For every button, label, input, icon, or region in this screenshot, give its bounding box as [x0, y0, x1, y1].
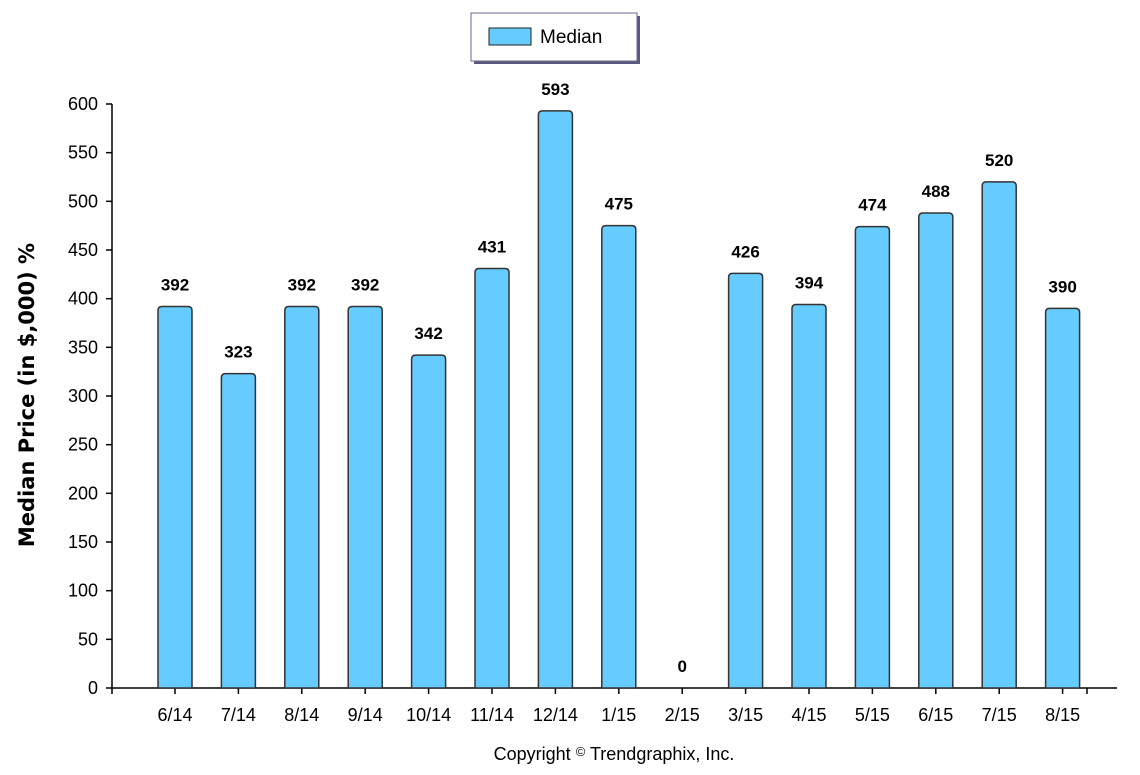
- bar: [537, 110, 574, 689]
- x-tick-label: 6/15: [918, 705, 953, 725]
- copyright-owner: Trendgraphix, Inc.: [590, 744, 734, 764]
- bar: [474, 267, 510, 689]
- data-label: 323: [224, 343, 252, 362]
- x-tick-label: 6/14: [157, 705, 192, 725]
- bar: [347, 305, 383, 689]
- y-axis-title: Median Price (in $,000) %: [15, 243, 39, 547]
- bar: [918, 212, 954, 689]
- x-tick-label: 4/15: [791, 705, 826, 725]
- x-tick-label: 5/15: [855, 705, 890, 725]
- copyright-prefix: Copyright: [494, 744, 571, 764]
- bar: [727, 272, 764, 689]
- bar: [601, 224, 637, 689]
- x-tick-label: 2/15: [665, 705, 700, 725]
- data-label: 390: [1048, 277, 1076, 296]
- legend-swatch: [488, 27, 532, 46]
- data-label: 593: [541, 80, 569, 99]
- x-ticks: 6/14 7/14 8/14 9/14 10/14 11/14 12/14 1/15 2/15 3…: [111, 688, 1088, 725]
- data-label: 392: [161, 275, 189, 294]
- x-tick-label: 8/14: [284, 705, 319, 725]
- y-tick-label: 200: [68, 483, 98, 503]
- data-label: 392: [351, 275, 379, 294]
- y-tick-label: 100: [68, 581, 98, 601]
- data-label: 0: [677, 657, 686, 676]
- bar: [1044, 307, 1081, 689]
- bar: [220, 372, 257, 689]
- legend-label: Median: [540, 27, 602, 48]
- y-tick-label: 500: [68, 191, 98, 211]
- y-tick-label: 400: [68, 289, 98, 309]
- x-tick-label: 3/15: [728, 705, 763, 725]
- copyright: Copyright © Trendgraphix, Inc.: [494, 744, 735, 764]
- data-label: 426: [731, 242, 759, 261]
- data-label: 392: [288, 275, 316, 294]
- bar: [981, 181, 1017, 689]
- y-tick-label: 150: [68, 532, 98, 552]
- x-tick-label: 8/15: [1045, 705, 1080, 725]
- data-label: 474: [858, 196, 887, 215]
- y-tick-label: 50: [78, 629, 98, 649]
- bar: [854, 225, 891, 689]
- bar: [410, 354, 447, 689]
- x-tick-label: 1/15: [601, 705, 636, 725]
- x-tick-label: 7/14: [221, 705, 256, 725]
- y-tick-label: 550: [68, 143, 98, 163]
- data-label: 342: [414, 324, 442, 343]
- data-label: 520: [985, 151, 1013, 170]
- y-tick-label: 600: [68, 94, 98, 114]
- data-labels: 392 323 392 392 342 431 593 475 0 426 394 474 488 520…: [161, 80, 1077, 676]
- legend: Median: [470, 12, 640, 64]
- y-tick-label: 0: [88, 678, 98, 698]
- bar: [157, 305, 193, 689]
- x-tick-label: 9/14: [348, 705, 383, 725]
- x-tick-label: 12/14: [533, 705, 578, 725]
- y-ticks: 0 50 100 150 200 250 300 350 400 450 500 550 600: [68, 94, 112, 698]
- data-label: 431: [478, 237, 506, 256]
- bar: [791, 303, 827, 689]
- x-tick-label: 11/14: [470, 705, 514, 725]
- x-tick-label: 10/14: [406, 705, 451, 725]
- y-tick-label: 350: [68, 337, 98, 357]
- bars: [157, 110, 1081, 689]
- data-label: 475: [605, 195, 633, 214]
- x-tick-label: 7/15: [982, 705, 1017, 725]
- data-label: 488: [922, 182, 950, 201]
- y-tick-label: 300: [68, 386, 98, 406]
- y-tick-label: 450: [68, 240, 98, 260]
- data-label: 394: [795, 274, 824, 293]
- copyright-symbol: ©: [576, 744, 586, 759]
- y-tick-label: 250: [68, 435, 98, 455]
- bar: [284, 305, 320, 689]
